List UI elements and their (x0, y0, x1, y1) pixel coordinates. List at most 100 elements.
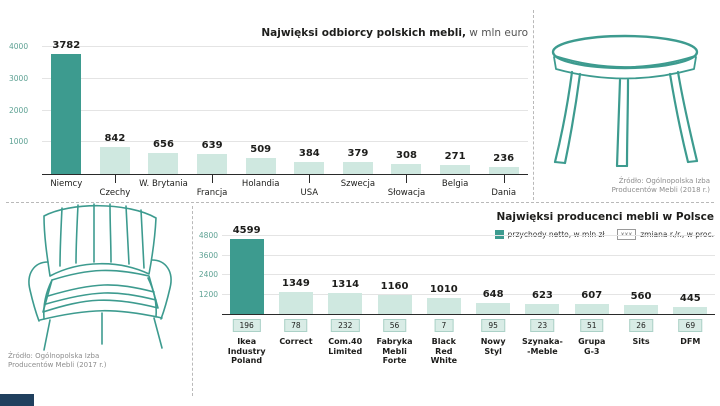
category-label: Nowy Styl (480, 337, 506, 356)
bar-value: 4599 (232, 225, 261, 237)
bottom-chart-title: Najwięksi producenci mebli w Polsce (497, 211, 714, 223)
change-badge: 23 (530, 319, 555, 332)
legend-item-change: xxx zmiana r./r., w proc. (616, 229, 714, 240)
legend-item-revenue: przychody netto, w mln zł (494, 230, 605, 239)
bar-column: 607 51 Grupa G-3 (567, 237, 616, 356)
change-badge: 78 (284, 319, 308, 332)
bar (328, 292, 363, 314)
bar (342, 161, 373, 174)
category-label: Com.40 Limited (328, 337, 363, 356)
bar (377, 295, 412, 314)
axis-tick (309, 175, 311, 183)
category-label: Sits (632, 337, 650, 346)
bar-value: 1010 (429, 283, 458, 295)
y-axis-label: 4000 (9, 42, 29, 51)
bar (488, 166, 519, 174)
y-axis-label: 3600 (198, 250, 218, 260)
legend-change-label: zmiana r./r., w proc. (640, 230, 714, 239)
y-axis-label: 2400 (198, 270, 218, 279)
top-source-note: Źródło: Ogólnopolska Izba Producentów Me… (611, 177, 710, 195)
category-label: Dania (491, 188, 517, 198)
bar-value: 445 (679, 292, 701, 304)
category-label: W. Brytania (139, 179, 188, 189)
y-axis-label: 4800 (198, 231, 218, 240)
change-badge: 69 (678, 319, 703, 332)
change-badge: 232 (331, 319, 360, 332)
category-label: Black Red White (430, 337, 458, 366)
bar-column: 623 23 Szynaka- -Meble (518, 237, 567, 356)
bar-column: 384 USA (285, 48, 334, 198)
y-axis-label: 1200 (198, 289, 218, 299)
bar (148, 153, 179, 174)
category-label: Francja (196, 188, 228, 198)
bar (476, 303, 511, 314)
bar (229, 239, 264, 314)
legend-revenue-label: przychody netto, w mln zł (508, 230, 605, 239)
bar-value: 236 (493, 152, 515, 164)
axis-tick (406, 175, 408, 183)
bar (440, 165, 471, 174)
bar-value: 607 (581, 290, 603, 302)
change-badge: 7 (434, 319, 454, 332)
brand-corner-mark (0, 394, 34, 406)
category-label: USA (300, 188, 319, 198)
top-chart-title: Najwięksi odbiorcy polskich mebli, w mln… (261, 27, 528, 39)
bar-value: 1314 (331, 278, 360, 290)
bar-column: 3782 Niemcy (42, 40, 91, 189)
change-badge: 196 (232, 319, 261, 332)
bar (294, 161, 325, 174)
bar (624, 304, 659, 314)
bar-value: 308 (396, 150, 417, 162)
bar-column: 1314 232 Com.40 Limited (321, 237, 370, 356)
gridline (42, 46, 528, 47)
axis-tick (114, 175, 116, 183)
bar (99, 147, 130, 174)
category-label: Szwecja (340, 179, 376, 189)
bar (245, 157, 276, 174)
bar-column: 656 W. Brytania (139, 48, 188, 189)
bottom-bar-chart: 1200 2400 3600 4800 4599 196 Ikea Industry Pol… (199, 225, 715, 365)
bar-column: 236 Dania (479, 48, 528, 198)
bar-value: 1349 (282, 278, 310, 290)
bar (525, 303, 560, 314)
bar-column: 509 Holandia (236, 48, 285, 189)
bar (391, 164, 422, 174)
top-bar-chart: 1000 2000 3000 4000 3782 Niemcy 842 Czechy 656 W.… (9, 40, 528, 198)
category-label: DFM (680, 337, 701, 346)
bar-value: 271 (444, 151, 466, 163)
bar-column: 1160 56 Fabryka Mebli Forte (370, 237, 419, 365)
bar-column: 639 Francja (188, 48, 237, 198)
bottom-source-note: Źródło: Ogólnopolska Izba Producentów Me… (8, 352, 107, 370)
armchair-sketch-icon (28, 203, 172, 351)
horizontal-divider (6, 202, 714, 203)
bar-value: 379 (347, 147, 369, 159)
top-vertical-divider (533, 10, 534, 200)
bar (278, 292, 313, 314)
y-axis-label: 3000 (9, 73, 29, 83)
bottom-chart-title-bold: Najwięksi producenci mebli w Polsce (496, 211, 714, 223)
revenue-swatch-icon (494, 230, 504, 239)
axis-tick (503, 175, 505, 183)
top-chart-title-bold: Najwięksi odbiorcy polskich mebli, (261, 27, 466, 39)
y-axis-label: 1000 (9, 137, 29, 147)
bar-column: 1349 78 Correct (271, 237, 320, 346)
xxx-box-icon: xxx (616, 229, 637, 240)
bar (426, 297, 461, 314)
gridline (222, 274, 715, 275)
category-label: Czechy (99, 188, 131, 198)
bar-value: 648 (482, 289, 504, 301)
gridline (42, 77, 528, 79)
bar (51, 53, 82, 174)
bar-column: 379 Szwecja (334, 48, 383, 189)
bar-value: 1160 (380, 281, 409, 293)
gridline (42, 141, 528, 143)
category-label: Fabryka Mebli Forte (376, 337, 413, 366)
change-badge: 26 (629, 319, 653, 332)
top-chart-title-unit: w mln euro (465, 27, 528, 39)
category-label: Belgia (441, 179, 469, 189)
bar-column: 842 Czechy (91, 48, 140, 198)
bar-value: 509 (250, 143, 272, 155)
bar-value: 3782 (52, 39, 81, 51)
change-badge: 51 (579, 319, 604, 332)
